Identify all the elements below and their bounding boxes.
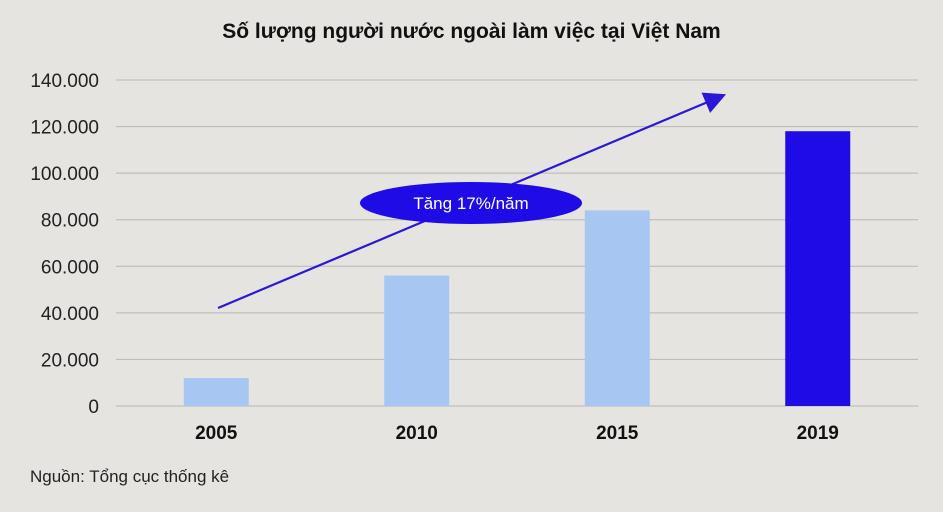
y-tick-label: 140.000	[30, 71, 99, 92]
bar-2005	[183, 378, 249, 406]
chart-title: Số lượng người nước ngoài làm việc tại V…	[222, 20, 721, 43]
bar-2010	[384, 275, 450, 406]
x-tick-label: 2019	[797, 423, 839, 444]
y-axis-ticks: 0 20.000 40.000 60.000 80.000 100.000 120.000 1…	[30, 71, 99, 418]
x-tick-label: 2010	[396, 423, 438, 444]
bar-2019	[785, 131, 851, 406]
y-tick-label: 20.000	[41, 350, 99, 371]
annotation-label: Tăng 17%/năm	[413, 194, 528, 213]
y-tick-label: 80.000	[41, 211, 99, 232]
y-tick-label: 60.000	[41, 257, 99, 278]
bars	[183, 131, 851, 406]
annotation-ellipse	[360, 182, 582, 224]
x-axis-ticks: 2005 2010 2015 2019	[195, 423, 839, 444]
bar-2015	[584, 210, 650, 406]
y-tick-label: 0	[88, 397, 99, 418]
source-note: Nguồn: Tổng cục thống kê	[30, 467, 230, 486]
y-tick-label: 40.000	[41, 304, 99, 325]
y-tick-label: 120.000	[30, 118, 99, 139]
x-tick-label: 2015	[596, 423, 639, 444]
x-tick-label: 2005	[195, 423, 238, 444]
y-tick-label: 100.000	[30, 164, 99, 185]
trend-annotation: Tăng 17%/năm	[217, 92, 727, 310]
